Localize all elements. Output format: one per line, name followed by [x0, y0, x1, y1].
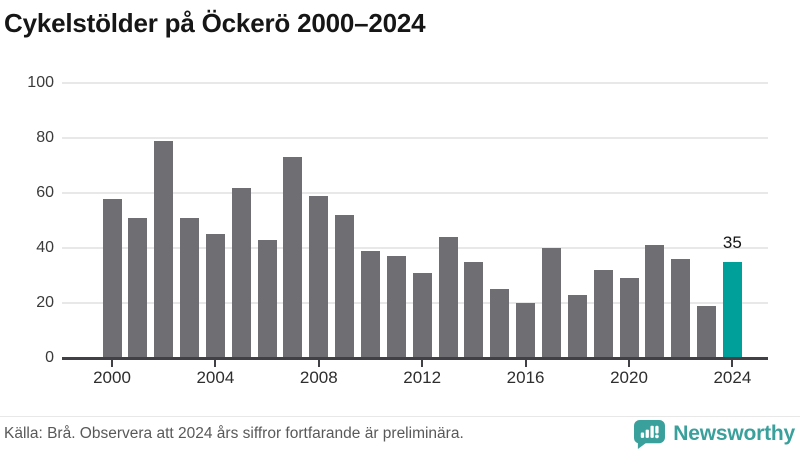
bar-2009: [335, 215, 355, 358]
x-tick-2020: [628, 360, 630, 367]
bar-2001: [128, 217, 148, 358]
x-axis-label-2008: 2008: [299, 368, 338, 387]
x-tick-2016: [524, 360, 527, 367]
bar-2014: [464, 261, 484, 358]
source-note: Källa: Brå. Observera att 2024 års siffr…: [4, 424, 464, 442]
footer-divider: [0, 416, 800, 417]
bar-2016: [516, 303, 536, 358]
newsworthy-brand: Newsworthy: [633, 419, 795, 449]
bar-2022: [671, 259, 691, 358]
gridline-80: [62, 137, 768, 139]
plot-area: 0 20 40 60 80 100 2000 2004 2008 2012 2016 2020 2024…: [27, 74, 768, 387]
y-axis-label-60: 60: [36, 184, 54, 201]
bar-2017: [541, 248, 561, 358]
footer: Källa: Brå. Observera att 2024 års siffr…: [0, 417, 800, 450]
gridline-60: [62, 192, 768, 194]
bar-2002: [154, 140, 174, 358]
x-tick-2024: [731, 360, 734, 367]
bar-2012: [412, 272, 432, 358]
x-tick-2004: [214, 360, 217, 367]
y-axis-label-100: 100: [27, 74, 54, 91]
bar-2020: [619, 278, 639, 358]
bar-2015: [490, 289, 510, 358]
bar-2018: [567, 294, 587, 358]
x-axis-label-2012: 2012: [403, 368, 442, 387]
bar-2013: [438, 237, 458, 358]
bar-2011: [386, 256, 406, 358]
y-axis-label-80: 80: [36, 129, 54, 146]
x-axis-line: [62, 357, 768, 360]
chart-title: Cykelstölder på Öckerö 2000–2024: [4, 8, 426, 38]
bar-chart-speech-bubble-icon: [634, 419, 666, 449]
highlight-value-label: 35: [722, 232, 742, 252]
bar-2004: [205, 234, 225, 358]
y-axis-label-20: 20: [36, 294, 54, 311]
bar-2007: [283, 157, 303, 358]
x-axis-label-2000: 2000: [93, 368, 131, 387]
bar-2023: [697, 305, 717, 358]
x-axis-label-2004: 2004: [196, 368, 235, 387]
gridline-100: [62, 82, 768, 84]
bar-2019: [593, 270, 613, 358]
bar-2006: [257, 239, 277, 358]
bar-2005: [231, 187, 251, 358]
bar-2010: [361, 250, 380, 358]
bar-2024: [722, 261, 742, 358]
x-tick-2000: [111, 360, 113, 367]
brand-name: Newsworthy: [673, 421, 795, 445]
x-axis-label-2024: 2024: [713, 368, 752, 387]
x-tick-2008: [317, 360, 320, 367]
gridline-40: [62, 247, 768, 249]
bar-2000: [102, 198, 122, 358]
x-axis-label-2016: 2016: [506, 368, 545, 387]
bar-2021: [645, 245, 665, 358]
bar-2003: [180, 217, 200, 358]
y-axis-label-40: 40: [36, 239, 54, 256]
x-tick-2012: [421, 360, 424, 367]
x-axis-label-2020: 2020: [610, 368, 648, 387]
bar-2008: [309, 195, 329, 358]
y-axis-label-0: 0: [45, 349, 54, 366]
